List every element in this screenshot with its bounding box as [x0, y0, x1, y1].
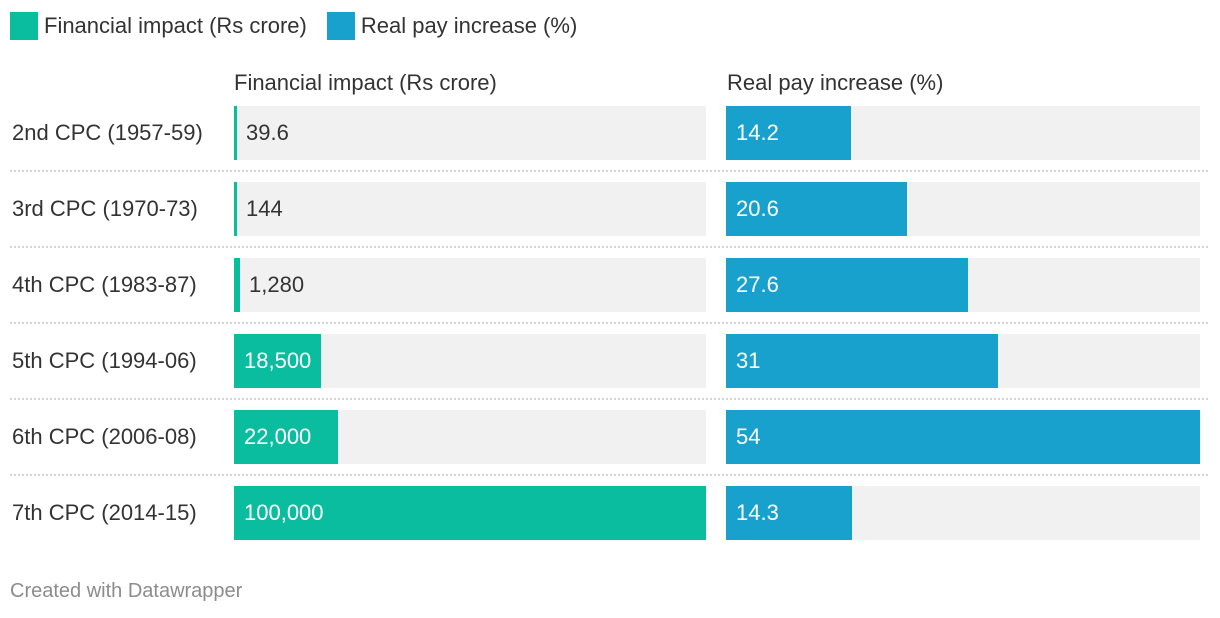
bar-financial-impact	[234, 106, 237, 160]
bar-track-real-pay: 54	[726, 410, 1200, 464]
value-label-financial-impact: 22,000	[244, 424, 312, 449]
legend-item-real-pay: Real pay increase (%)	[326, 12, 578, 40]
legend: Financial impact (Rs crore) Real pay inc…	[10, 12, 597, 40]
bar-track-financial-impact: 144	[234, 182, 706, 236]
bar-track-financial-impact: 18,500	[234, 334, 706, 388]
bar-real-pay	[726, 182, 907, 236]
legend-label-real-pay: Real pay increase (%)	[360, 13, 578, 38]
value-label-real-pay: 14.2	[736, 120, 779, 145]
legend-swatch-financial-impact	[10, 12, 38, 40]
value-label-real-pay: 54	[736, 424, 761, 449]
value-label-financial-impact: 18,500	[244, 348, 312, 373]
row-divider	[10, 322, 1208, 324]
bar-real-pay	[726, 258, 969, 312]
row-divider	[10, 474, 1208, 476]
bar-real-pay	[726, 486, 852, 540]
legend-label-financial-impact: Financial impact (Rs crore)	[44, 13, 307, 38]
value-label-financial-impact: 1,280	[249, 272, 305, 297]
bar-financial-impact	[234, 410, 338, 464]
row-divider	[10, 398, 1208, 400]
chart-row: 3rd CPC (1970-73) 144 20.6	[0, 182, 1220, 236]
bar-financial-impact	[234, 486, 706, 540]
bar-track-real-pay: 27.6	[726, 258, 1200, 312]
column-header-financial-impact: Financial impact (Rs crore)	[234, 70, 497, 95]
bar-financial-impact	[234, 258, 241, 312]
row-label: 2nd CPC (1957-59)	[12, 120, 203, 145]
legend-swatch-real-pay	[326, 12, 355, 40]
value-label-financial-impact: 144	[246, 196, 283, 221]
bar-track-real-pay: 20.6	[726, 182, 1200, 236]
bar-track-financial-impact: 1,280	[234, 258, 706, 312]
chart-row: 7th CPC (2014-15) 100,000 14.3	[0, 486, 1220, 540]
bar-real-pay	[726, 410, 1200, 464]
value-label-financial-impact: 100,000	[244, 500, 324, 525]
chart-row: 2nd CPC (1957-59) 39.6 14.2	[0, 106, 1220, 160]
row-label: 6th CPC (2006-08)	[12, 424, 197, 449]
row-divider	[10, 246, 1208, 248]
bar-financial-impact	[234, 334, 322, 388]
value-label-real-pay: 31	[736, 348, 761, 373]
bar-financial-impact	[234, 182, 237, 236]
bar-track-real-pay: 14.3	[726, 486, 1200, 540]
bar-track-financial-impact: 39.6	[234, 106, 706, 160]
chart-row: 4th CPC (1983-87) 1,280 27.6	[0, 258, 1220, 312]
row-label: 3rd CPC (1970-73)	[12, 196, 198, 221]
row-label: 7th CPC (2014-15)	[12, 500, 197, 525]
row-label: 5th CPC (1994-06)	[12, 348, 197, 373]
chart-row: 6th CPC (2006-08) 22,000 54	[0, 410, 1220, 464]
bar-real-pay	[726, 106, 851, 160]
footer-credit: Created with Datawrapper	[10, 580, 243, 602]
column-header-real-pay: Real pay increase (%)	[727, 70, 944, 95]
value-label-real-pay: 14.3	[736, 500, 779, 525]
bar-track-financial-impact: 22,000	[234, 410, 706, 464]
legend-item-financial-impact: Financial impact (Rs crore)	[10, 12, 307, 40]
row-divider	[10, 170, 1208, 172]
bar-track-real-pay: 31	[726, 334, 1200, 388]
value-label-financial-impact: 39.6	[246, 120, 289, 145]
row-label: 4th CPC (1983-87)	[12, 272, 197, 297]
value-label-real-pay: 20.6	[736, 196, 779, 221]
bar-track-financial-impact: 100,000	[234, 486, 706, 540]
bar-track-real-pay: 14.2	[726, 106, 1200, 160]
value-label-real-pay: 27.6	[736, 272, 779, 297]
chart-row: 5th CPC (1994-06) 18,500 31	[0, 334, 1220, 388]
bar-real-pay	[726, 334, 999, 388]
